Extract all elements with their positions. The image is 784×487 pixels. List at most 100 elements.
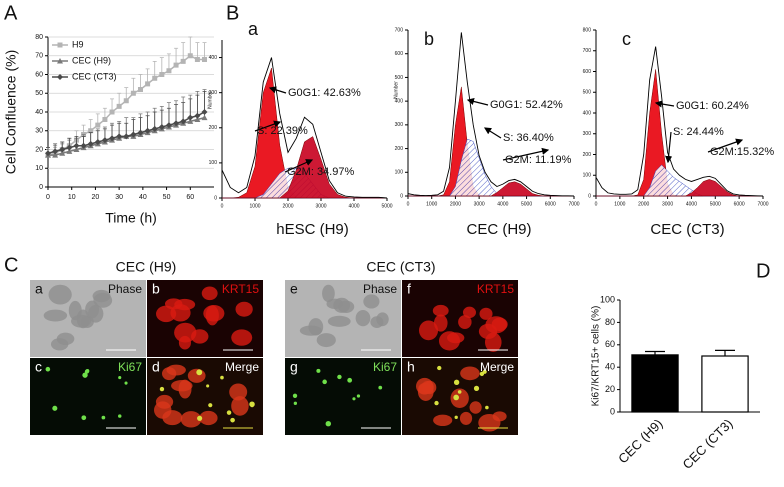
- marker: [173, 62, 179, 68]
- tile-letter: a: [35, 281, 43, 297]
- cell: [85, 300, 99, 319]
- marker: [80, 142, 87, 149]
- annotation-arrow: [284, 159, 314, 173]
- y-tick-label: 400: [583, 110, 592, 116]
- cell: [231, 329, 253, 346]
- y-tick-label: 40: [35, 109, 43, 116]
- error-bar: [188, 98, 193, 118]
- cell: [370, 316, 384, 328]
- tile-letter: h: [407, 359, 415, 375]
- cell: [180, 411, 202, 428]
- annotation: G0G1: 42.63%: [288, 87, 361, 99]
- cell: [162, 410, 183, 426]
- marker: [180, 58, 186, 64]
- marker: [187, 114, 194, 121]
- marker: [130, 90, 136, 96]
- tile-label: Merge: [225, 360, 259, 374]
- nucleus: [226, 410, 232, 415]
- y-tick-label: 60: [605, 339, 615, 349]
- error-bar: [188, 36, 193, 56]
- annotation-arrow: [268, 86, 287, 94]
- marker: [194, 112, 201, 119]
- marker: [116, 103, 122, 109]
- marker: [166, 68, 172, 74]
- x-tick-label: 2000: [450, 201, 461, 207]
- nucleus: [322, 379, 327, 385]
- y-tick-label: 40: [605, 362, 615, 372]
- x-tick-label: CEC (CT3): [679, 416, 735, 472]
- error-bar: [195, 94, 200, 116]
- x-tick-label: 5000: [710, 201, 721, 207]
- y-tick-label: 0: [214, 195, 217, 201]
- marker: [87, 140, 94, 147]
- panel-label: A: [4, 2, 18, 24]
- legend-marker: [57, 42, 63, 48]
- nucleus: [196, 369, 203, 376]
- nucleus: [352, 397, 356, 401]
- x-tick-label: 10: [68, 194, 76, 201]
- legend-label: H9: [72, 39, 84, 49]
- y-tick-label: 20: [605, 384, 615, 394]
- chart-letter: b: [424, 29, 434, 49]
- x-tick-label: 1000: [249, 203, 260, 209]
- marker: [88, 128, 94, 134]
- y-tick-label: 80: [605, 317, 615, 327]
- marker: [94, 139, 101, 145]
- nucleus: [45, 366, 51, 372]
- nucleus: [454, 415, 458, 420]
- nucleus: [347, 377, 353, 383]
- tile-label: KRT15: [222, 282, 259, 296]
- nucleus: [118, 414, 122, 418]
- nucleus: [197, 415, 203, 421]
- nucleus: [453, 379, 460, 385]
- x-tick-label: 6000: [734, 201, 745, 207]
- x-axis-title: hESC (H9): [276, 221, 349, 238]
- marker: [123, 133, 130, 140]
- cell: [48, 284, 72, 305]
- y-tick-label: 0: [400, 193, 403, 199]
- marker: [102, 117, 108, 122]
- nucleus: [118, 376, 122, 380]
- fit-area: [222, 136, 387, 199]
- cell: [355, 309, 371, 327]
- marker: [158, 124, 165, 130]
- cell: [432, 304, 449, 317]
- y-tick-label: 50: [35, 90, 43, 97]
- marker: [201, 114, 208, 121]
- x-tick-label: 60: [186, 194, 194, 201]
- annotation: G0G1: 52.42%: [490, 99, 563, 111]
- error-bar: [202, 42, 207, 60]
- y-tick-label: 60: [35, 71, 43, 78]
- annotation: G2M: 11.19%: [505, 154, 572, 166]
- cell: [170, 304, 191, 322]
- cell: [417, 382, 434, 401]
- cell: [178, 335, 191, 350]
- marker: [73, 146, 80, 152]
- marker: [116, 133, 123, 140]
- x-tick-label: 0: [46, 194, 50, 201]
- marker: [66, 148, 73, 154]
- y-tick-label: 0: [610, 406, 615, 416]
- cell: [199, 410, 218, 426]
- marker: [109, 135, 116, 142]
- bar: [701, 355, 749, 413]
- marker: [202, 57, 208, 62]
- error-bar: [174, 47, 179, 66]
- annotation-arrow: [466, 97, 489, 106]
- nucleus: [292, 393, 298, 398]
- x-tick-label: 1000: [426, 201, 437, 207]
- nucleus: [220, 375, 224, 380]
- marker: [145, 81, 151, 87]
- marker: [151, 125, 158, 132]
- x-tick-label: 4000: [497, 201, 508, 207]
- fit-area: [408, 181, 574, 197]
- y-tick-label: 700: [583, 48, 592, 54]
- cell: [155, 394, 174, 409]
- y-tick-label: 300: [395, 122, 404, 128]
- annotation-arrow: [502, 147, 550, 161]
- cell: [433, 314, 448, 332]
- y-tick-label: 300: [583, 131, 592, 137]
- cell: [68, 300, 82, 321]
- tile-label: Merge: [480, 360, 514, 374]
